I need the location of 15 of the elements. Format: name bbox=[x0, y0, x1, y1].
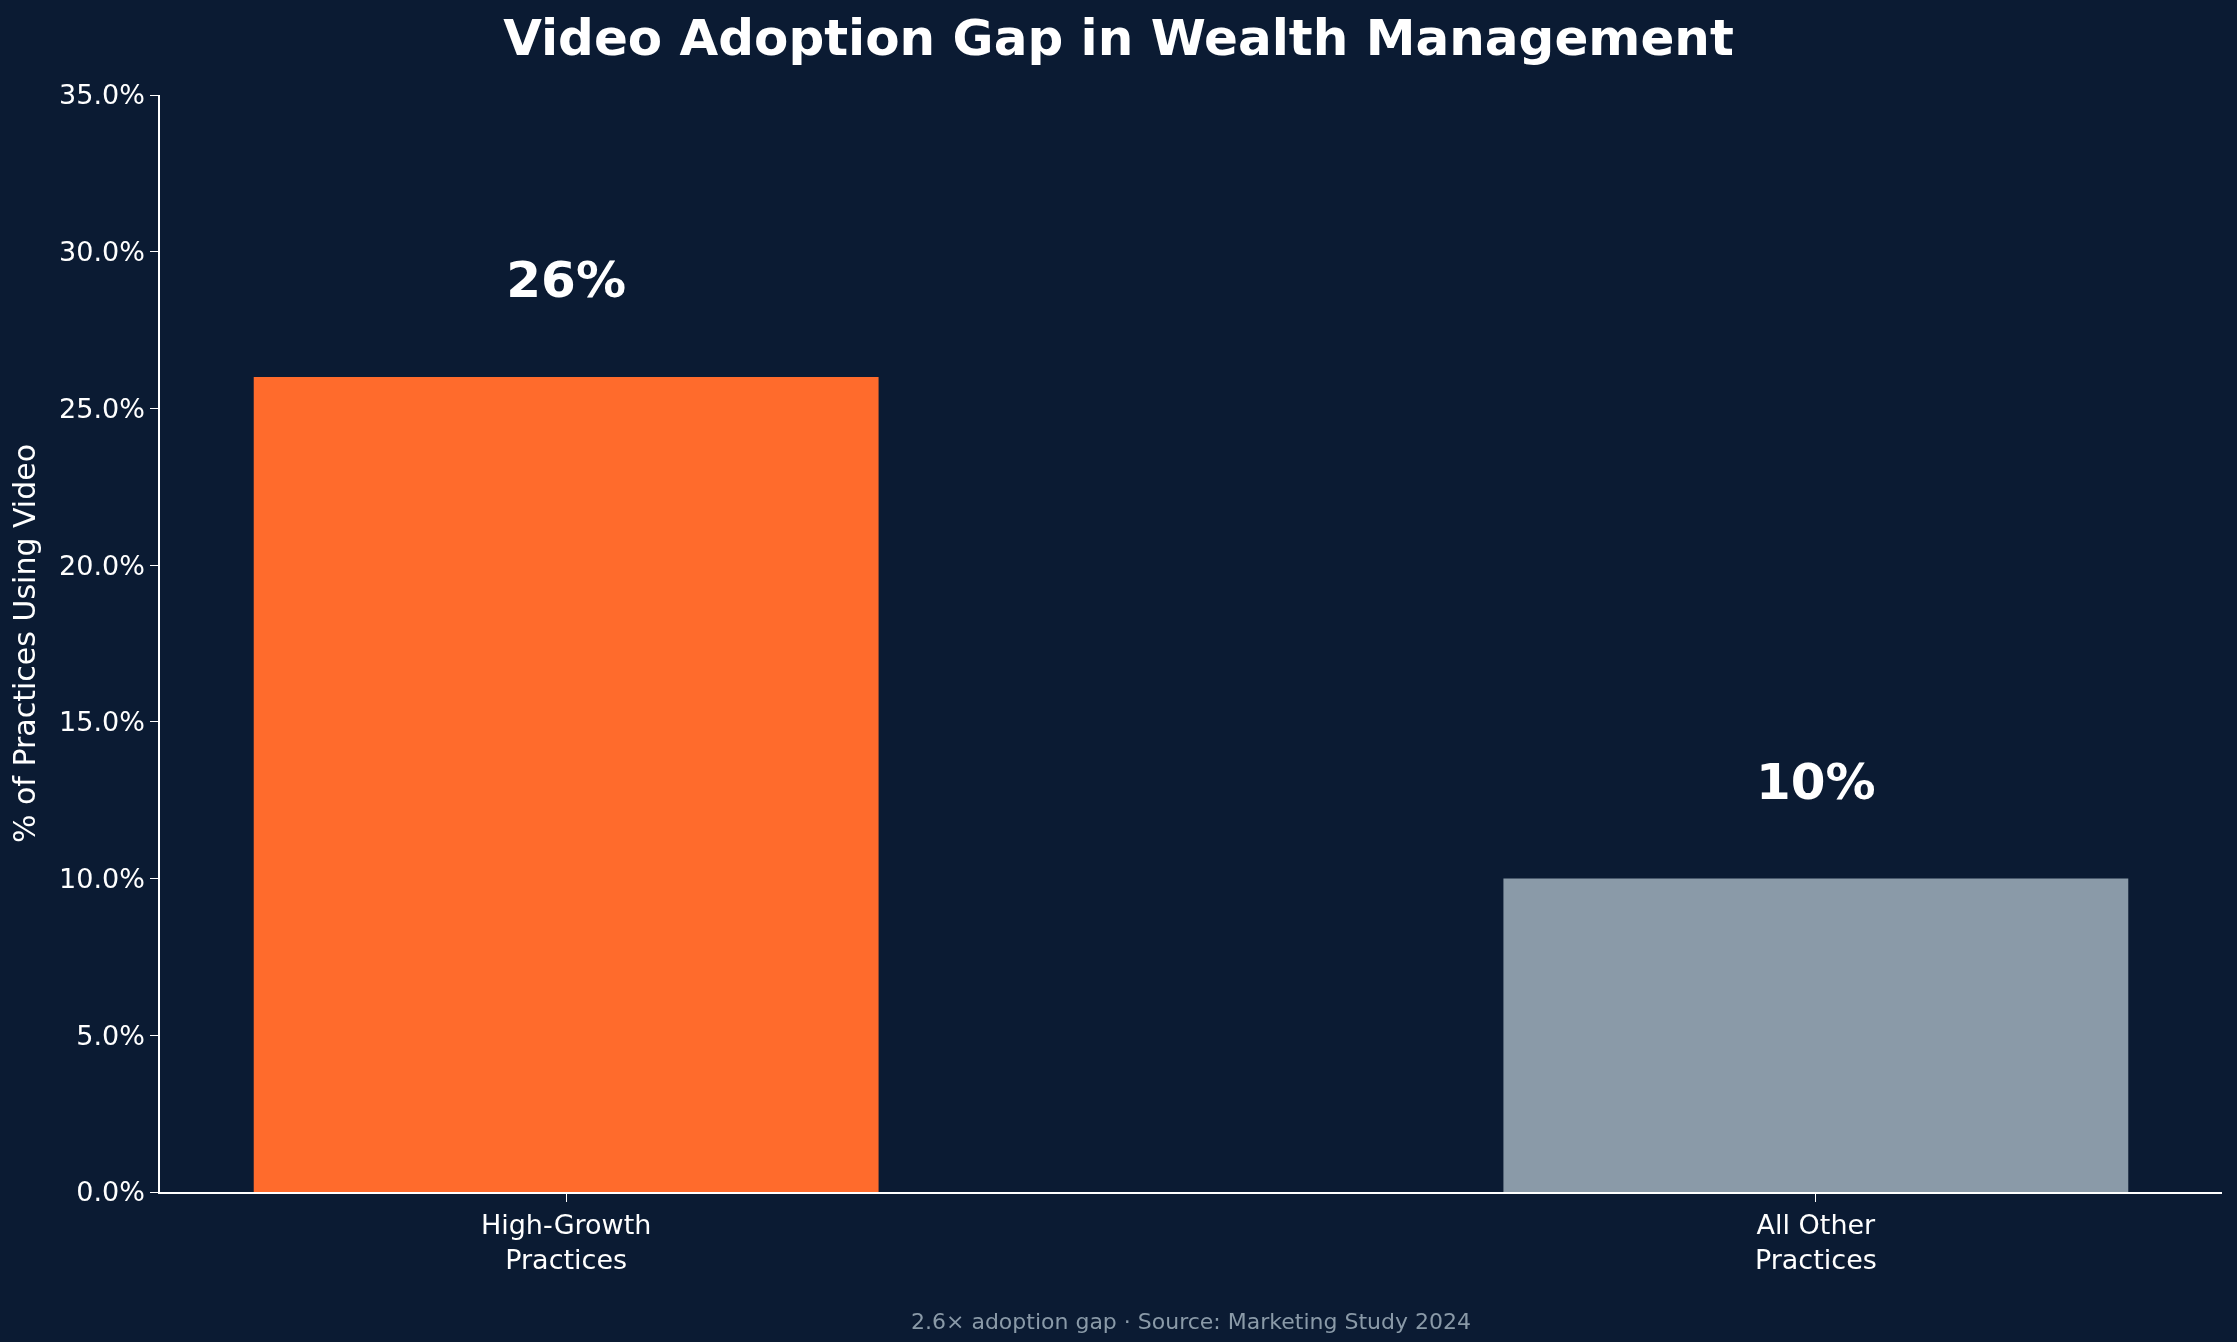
y-tick-label: 5.0% bbox=[76, 1019, 145, 1051]
chart-title: Video Adoption Gap in Wealth Management bbox=[503, 9, 1734, 68]
y-tick-label: 10.0% bbox=[59, 863, 145, 895]
y-tick-label: 0.0% bbox=[76, 1176, 145, 1208]
y-tick-label: 30.0% bbox=[59, 236, 145, 268]
x-tick-label: High-Growth Practices bbox=[480, 1209, 652, 1276]
y-tick-label: 15.0% bbox=[59, 706, 145, 738]
data-label: 10% bbox=[1756, 752, 1876, 811]
y-tick-label: 35.0% bbox=[59, 79, 145, 111]
text: 2.6× adoption gap · Source: Marketing Study 2024 bbox=[911, 1309, 1471, 1334]
y-tick-label: 25.0% bbox=[59, 392, 145, 424]
y-tick-label: 20.0% bbox=[59, 549, 145, 581]
data-label: 26% bbox=[506, 251, 626, 310]
x-tick-label: All Other Practices bbox=[1754, 1209, 1877, 1276]
y-axis-title: % of Practices Using Video bbox=[6, 443, 42, 844]
